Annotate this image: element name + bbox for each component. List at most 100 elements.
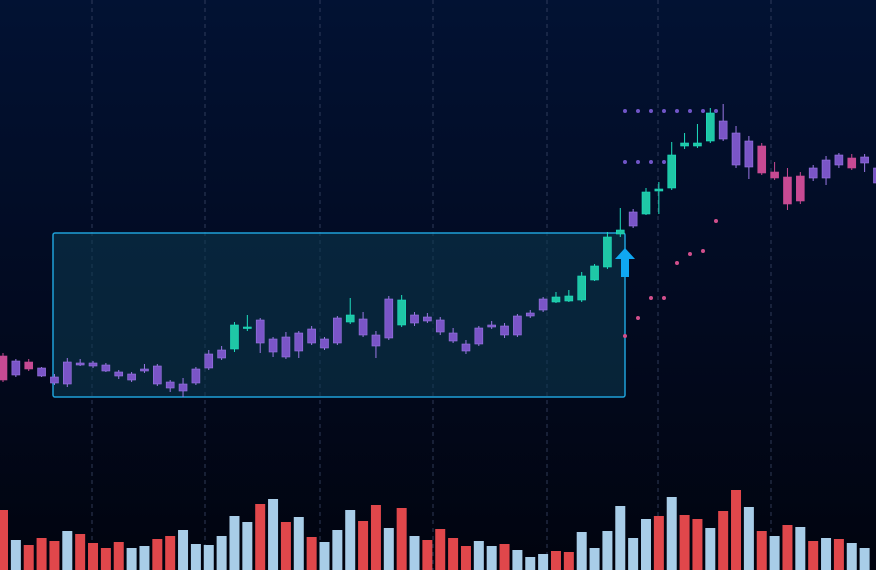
candle-body [693,142,702,147]
candle-body [744,140,754,168]
candle-body [796,175,805,202]
candle-body [294,332,304,352]
volume-bar [718,511,729,570]
candle-body [783,176,792,205]
level-dot [649,109,653,113]
volume-bar [499,544,510,570]
candle-body [680,142,689,147]
breakout-arrow-icon [615,248,635,277]
candle-body [731,132,741,166]
support-dot [662,296,666,300]
level-dot [623,109,627,113]
volume-bar [448,538,459,570]
volume-bar [383,528,394,570]
volume-bar [75,534,86,570]
volume-bar [126,548,137,570]
volume-bar [280,522,291,570]
volume-bar [435,529,446,570]
candle-body [153,365,162,385]
volume-bar [602,531,613,570]
candle-body [37,367,46,377]
volume-bar [332,530,343,570]
candle-body [757,145,767,174]
candle-body [423,316,432,322]
candle-body [847,157,857,169]
level-dot [623,160,627,164]
candle-body [474,327,484,345]
volume-bar [152,539,163,570]
candle-body [461,343,471,352]
candle-body [564,295,574,302]
volume-bar [113,542,124,570]
volume-bar [358,521,369,570]
volume-bars [0,490,870,570]
candle-body [538,298,548,311]
candle-body [140,368,149,372]
volume-bar [808,541,819,570]
volume-bar [10,540,21,570]
signal-dots [623,109,718,338]
support-dot [636,316,640,320]
candle-body [268,338,278,353]
candle-body [307,328,316,344]
volume-bar [795,527,806,570]
candle-body [577,275,587,301]
volume-bar [782,525,793,570]
candle-body [320,338,329,349]
support-dot [714,219,718,223]
price-candles [0,104,876,397]
candle-body [500,325,509,336]
candle-body [705,112,715,142]
volume-bar [190,544,201,570]
volume-bar [370,505,381,570]
candle-body [114,371,124,377]
volume-bar [846,543,857,570]
candle-body [204,353,214,369]
candle-body [525,312,535,317]
volume-bar [769,536,780,570]
volume-bar [512,550,523,570]
support-dot [623,334,627,338]
volume-bar [268,499,279,570]
level-dot [649,160,653,164]
support-dot [675,261,679,265]
candle-body [255,319,265,344]
volume-bar [165,536,176,570]
volume-bar [628,538,639,570]
candle-body [448,332,458,342]
candle-body [770,171,779,179]
candle-body [860,156,869,164]
level-dot [701,109,705,113]
volume-bar [705,528,716,570]
candle-body [821,159,831,179]
volume-bar [242,522,253,570]
candle-body [75,362,85,366]
candle-body [513,315,522,336]
candle-body [808,167,818,179]
volume-bar [229,516,240,570]
volume-bar [576,532,587,570]
volume-bar [178,530,189,570]
volume-bar [100,548,111,570]
candle-body [178,383,188,392]
volume-bar [731,490,742,570]
volume-bar [550,551,561,570]
candle-body [62,361,72,385]
candle-body [435,319,445,333]
volume-bar [293,517,304,570]
level-dot [662,109,666,113]
volume-bar [422,540,433,570]
volume-bar [666,497,677,570]
volume-bar [473,541,484,570]
candle-body [551,296,561,303]
volume-bar [409,536,420,570]
volume-bar [653,516,664,570]
candle-body [88,362,98,367]
volume-bar [679,515,690,570]
volume-bar [460,546,471,570]
volume-bar [0,510,8,570]
volume-bar [396,508,407,570]
breakout-zone-rect [52,232,626,398]
volume-bar [49,541,60,570]
